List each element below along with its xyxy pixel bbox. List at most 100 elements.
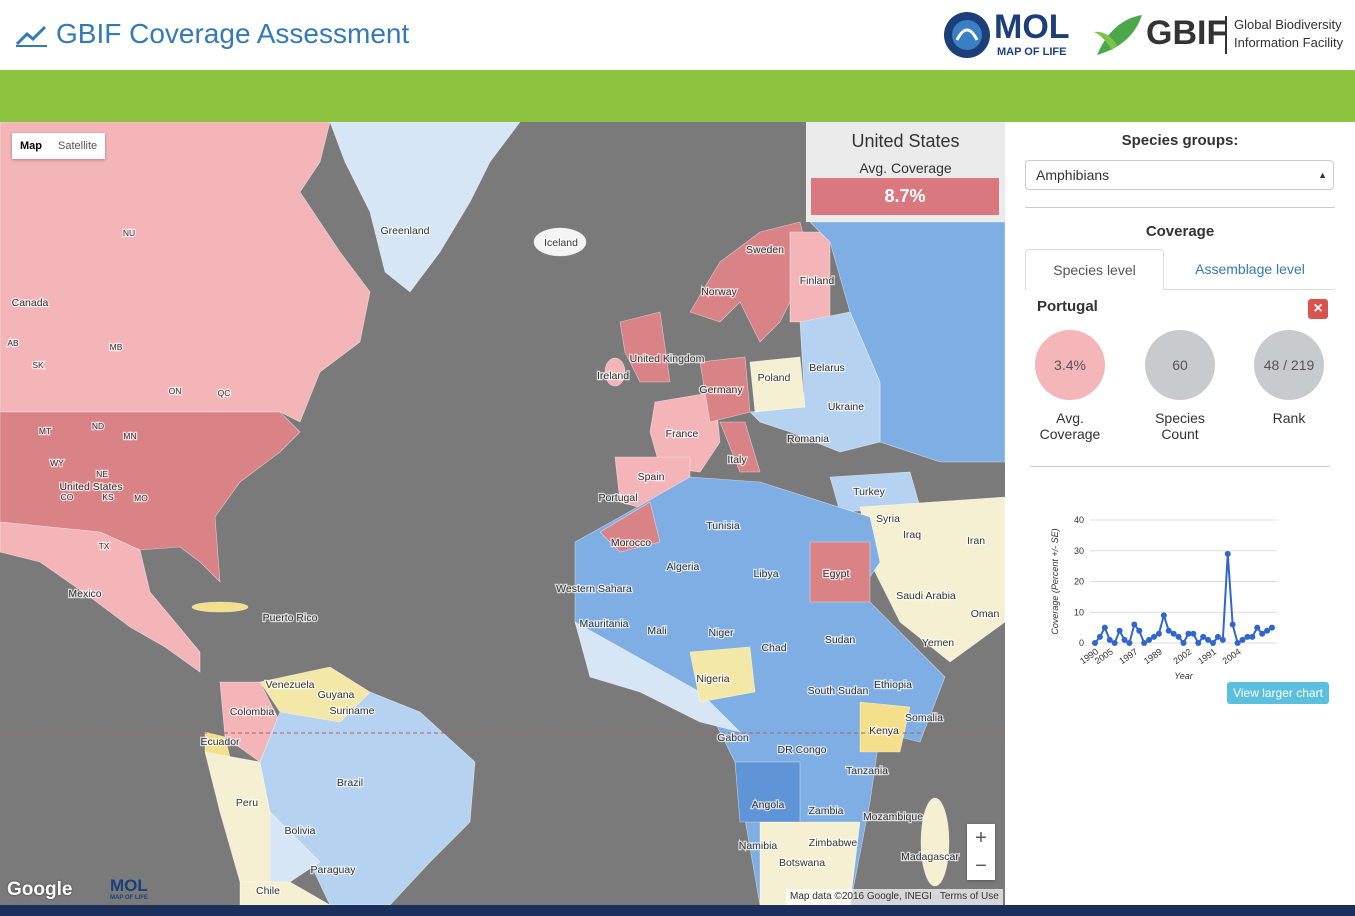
map-label: Madagascar — [901, 851, 959, 863]
coverage-point — [1096, 633, 1103, 640]
map-label: Namibia — [739, 840, 778, 852]
coverage-point — [1234, 640, 1241, 646]
coverage-title: Coverage — [1145, 223, 1215, 240]
map-label: AB — [7, 338, 19, 348]
map-label: MO — [134, 493, 148, 503]
close-button[interactable]: × — [1308, 299, 1328, 319]
map-label: Tanzania — [846, 765, 888, 777]
google-logo: Google — [7, 879, 73, 900]
map-label: Libya — [753, 568, 778, 580]
gbif-name: GBIF — [1146, 14, 1228, 52]
info-value: 8.7% — [811, 178, 999, 215]
y-tick-label: 40 — [1074, 515, 1084, 525]
coverage-point — [1214, 633, 1221, 640]
map-label: TX — [99, 541, 110, 551]
footer-strip — [0, 905, 1355, 916]
map-label: United Kingdom — [630, 353, 705, 365]
map-label: Paraguay — [311, 864, 357, 876]
coverage-point — [1170, 630, 1177, 637]
coverage-point — [1244, 633, 1251, 640]
map-label: ND — [92, 421, 104, 431]
mol-tagline: MAP OF LIFE — [997, 46, 1067, 58]
side-panel: Species groups: Amphibians ▲ Coverage Spe… — [1005, 122, 1355, 905]
map-label: Nigeria — [696, 673, 729, 685]
map-label: Chad — [761, 642, 786, 654]
y-tick-label: 20 — [1074, 577, 1084, 587]
map-label: Yemen — [922, 637, 954, 649]
coverage-point — [1229, 621, 1236, 628]
map-label: Suriname — [330, 705, 375, 717]
map[interactable]: Greenland Iceland Canada NU AB MB SK ON QC MT ND MN… — [0, 122, 1005, 905]
map-label: Venezuela — [265, 679, 314, 691]
map-label: Finland — [800, 275, 835, 287]
x-tick-label: 1989 — [1142, 646, 1164, 666]
coverage-point — [1126, 640, 1133, 646]
gbif-line2: Information Facility — [1234, 35, 1344, 50]
country-name: Portugal — [1037, 298, 1098, 315]
map-mol-tagline: MAP OF LIFE — [110, 895, 148, 901]
tab-line — [1163, 289, 1335, 290]
map-label: Guyana — [318, 689, 355, 701]
map-label: Italy — [727, 454, 747, 466]
info-country: United States — [851, 131, 960, 151]
map-label: Colombia — [230, 706, 275, 718]
coverage-point — [1249, 633, 1256, 640]
map-label: Mauritania — [579, 618, 628, 630]
coverage-point — [1141, 640, 1148, 646]
satellite-button[interactable]: Satellite — [58, 140, 98, 152]
map-label: Iraq — [903, 529, 921, 541]
map-label: Mexico — [68, 588, 101, 600]
coverage-point — [1219, 636, 1226, 643]
coverage-point — [1165, 627, 1172, 634]
map-label: Niger — [708, 627, 734, 639]
larger-chart-button[interactable]: View larger chart — [1227, 682, 1329, 704]
stat-circle: 60 — [1145, 330, 1215, 400]
x-axis-label: Year — [1174, 671, 1194, 681]
tab[interactable]: Assemblage level — [1195, 261, 1305, 277]
map-button[interactable]: Map — [20, 140, 42, 152]
map-label: Peru — [236, 797, 258, 809]
species-selected: Amphibians — [1036, 167, 1110, 183]
mol-globe — [944, 12, 990, 58]
x-tick-label: 2002 — [1171, 646, 1193, 666]
coverage-point — [1190, 630, 1197, 637]
coverage-point — [1264, 627, 1271, 634]
map-label: Bolivia — [285, 825, 316, 837]
divider — [1030, 466, 1330, 467]
zoom-in[interactable]: + — [975, 827, 987, 849]
species-label: Species groups: — [1121, 132, 1239, 149]
info-box: United States Avg. Coverage 8.7% — [806, 122, 1005, 222]
coverage-point — [1210, 640, 1216, 646]
tab-active[interactable]: Species level — [1025, 249, 1164, 290]
coverage-point — [1175, 633, 1182, 640]
coverage-point — [1131, 621, 1138, 628]
zoom-out[interactable]: − — [975, 855, 987, 877]
coverage-point — [1146, 636, 1153, 643]
coverage-point — [1180, 640, 1187, 646]
map-label: Mali — [647, 625, 666, 637]
species-select[interactable]: Amphibians ▲ — [1025, 160, 1334, 190]
map-label: Portugal — [598, 492, 637, 504]
map-label: Iran — [967, 535, 985, 547]
map-label: Romania — [787, 433, 829, 445]
coverage-point — [1185, 630, 1192, 637]
coverage-point — [1224, 550, 1231, 557]
terms-link[interactable]: Terms of Use — [939, 891, 999, 902]
y-tick-label: 0 — [1079, 638, 1084, 648]
x-tick-label: 2004 — [1221, 646, 1243, 666]
coverage-point — [1116, 627, 1123, 634]
x-tick-label: 1991 — [1196, 646, 1218, 666]
coverage-point — [1259, 630, 1266, 637]
chart-icon — [15, 25, 47, 47]
map-label: Zambia — [808, 805, 843, 817]
coverage-point — [1111, 640, 1118, 646]
gbif-line1: Global Biodiversity — [1234, 17, 1342, 32]
coverage-point — [1200, 633, 1207, 640]
coverage-point — [1160, 612, 1167, 619]
coverage-point — [1101, 624, 1108, 631]
info-label: Avg. Coverage — [859, 160, 952, 176]
coverage-point — [1092, 640, 1098, 646]
map-label: DR Congo — [777, 744, 826, 756]
